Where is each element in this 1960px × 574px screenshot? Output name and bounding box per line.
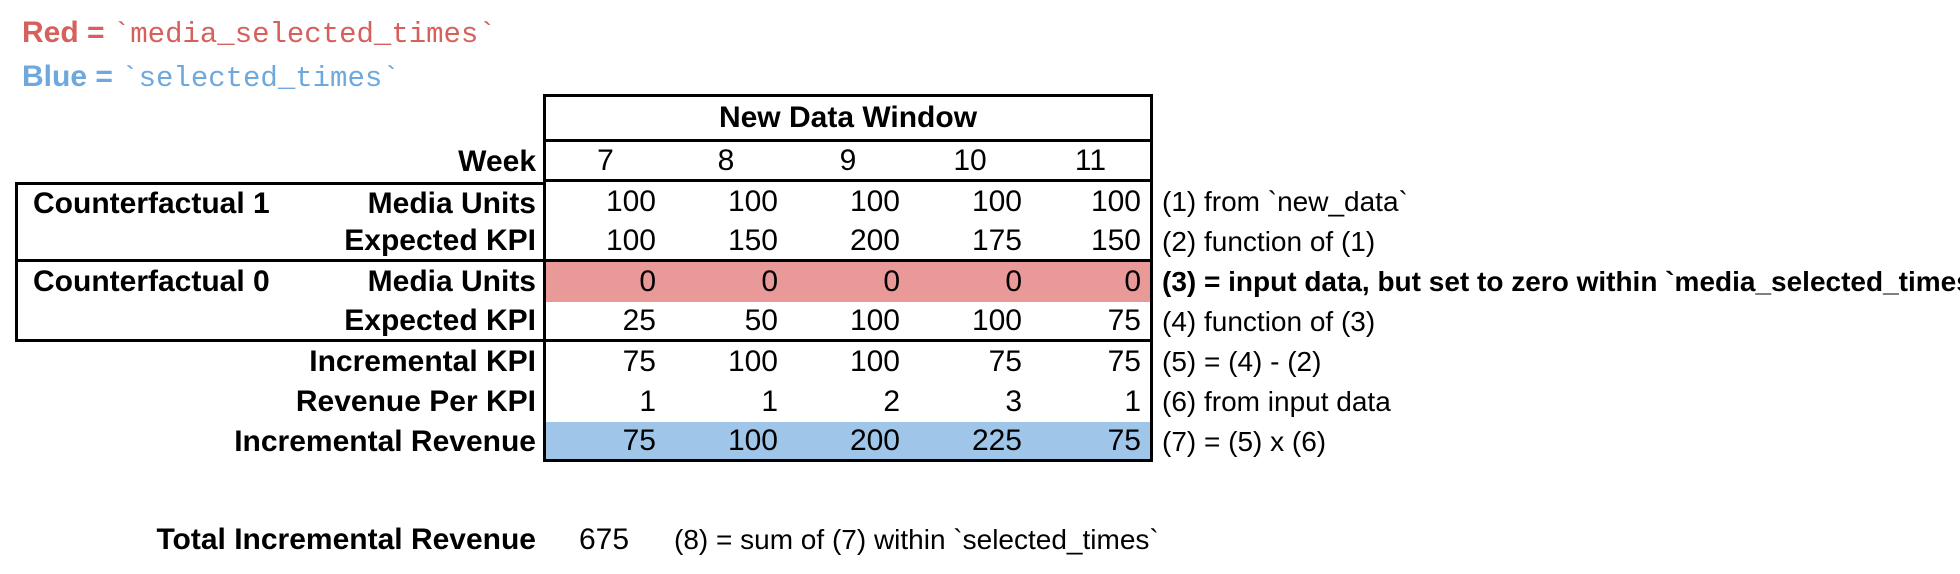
table-cell: 2 — [883, 385, 900, 418]
table-cell: 175 — [909, 222, 1031, 262]
header-spacer — [15, 94, 543, 142]
header-ann-spacer — [1153, 94, 1953, 142]
row-annotation: (5) = (4) - (2) — [1162, 346, 1322, 377]
table-cell: 75 — [988, 345, 1022, 378]
table-cell-highlight-red: 0 — [1031, 262, 1153, 302]
row-annotation: (3) = input data, but set to zero within… — [1162, 266, 1960, 297]
table-cell: 1 — [543, 382, 665, 422]
table-cell: 100 — [727, 185, 778, 218]
row-label: Expected KPI — [344, 303, 536, 337]
table-cell: 150 — [665, 222, 787, 262]
week-ann-spacer — [1153, 142, 1953, 182]
row-annotation: (4) function of (3) — [1162, 306, 1376, 337]
week-number: 11 — [1031, 142, 1153, 182]
table-cell-highlight-blue: 75 — [543, 422, 665, 462]
legend-red-label: Red = — [22, 16, 113, 49]
row-label-cell: Incremental KPI — [15, 342, 543, 382]
table-cell: 25 — [543, 302, 665, 342]
counterfactual-table: New Data Window Week 7 8 9 10 11 Counter… — [15, 94, 1960, 462]
table-cell-highlight-red: 0 — [909, 262, 1031, 302]
table-cell: 1 — [761, 385, 778, 418]
row-label-cell: Counterfactual 1 Media Units — [15, 182, 543, 222]
table-cell: 3 — [1005, 385, 1022, 418]
table-cell-highlight-red: 0 — [665, 262, 787, 302]
row-label: Media Units — [367, 265, 536, 298]
table-cell-highlight-red: 0 — [787, 262, 909, 302]
week-number: 8 — [665, 142, 787, 182]
row-annotation: (6) from input data — [1162, 386, 1391, 417]
table-cell: 150 — [1031, 222, 1153, 262]
table-cell: 75 — [1031, 302, 1153, 342]
color-legend: Red = `media_selected_times` Blue = `sel… — [22, 12, 496, 100]
table-cell: 100 — [849, 185, 900, 218]
table-cell-highlight-blue: 200 — [787, 422, 909, 462]
row-label-cell: Revenue Per KPI — [15, 382, 543, 422]
row-label-cell: Expected KPI — [15, 222, 543, 262]
table-cell-highlight-blue: 100 — [665, 422, 787, 462]
week-label-cell: Week — [15, 142, 543, 182]
week-number: 10 — [909, 142, 1031, 182]
week-number: 7 — [543, 142, 665, 182]
legend-blue-label: Blue = — [22, 60, 122, 93]
table-cell-highlight-blue: 225 — [909, 422, 1031, 462]
summary-annotation: (8) = sum of (7) within `selected_times` — [674, 524, 1159, 555]
table-cell: 100 — [1031, 182, 1153, 222]
row-label: Incremental KPI — [309, 345, 536, 378]
table-cell: 100 — [543, 182, 665, 222]
legend-blue-code: `selected_times` — [121, 62, 400, 95]
table-cell: 100 — [909, 302, 1031, 342]
row-label: Revenue Per KPI — [295, 385, 536, 418]
legend-blue-line: Blue = `selected_times` — [22, 56, 496, 100]
row-label-cell: Counterfactual 0 Media Units — [15, 262, 543, 302]
row-annotation: (7) = (5) x (6) — [1162, 426, 1327, 457]
summary-value: 675 — [578, 523, 630, 556]
row-annotation: (2) function of (1) — [1162, 226, 1376, 257]
row-label: Incremental Revenue — [234, 425, 536, 458]
table-cell: 200 — [787, 222, 909, 262]
group-label: Counterfactual 0 — [33, 265, 270, 298]
summary-label: Total Incremental Revenue — [156, 523, 536, 556]
row-label: Expected KPI — [344, 223, 536, 257]
week-number: 9 — [787, 142, 909, 182]
table-cell: 50 — [665, 302, 787, 342]
table-cell: 75 — [543, 342, 665, 382]
table-cell: 100 — [849, 345, 900, 378]
legend-red-line: Red = `media_selected_times` — [22, 12, 496, 56]
group-label: Counterfactual 1 — [33, 186, 270, 220]
row-label-cell: Incremental Revenue — [15, 422, 543, 462]
table-cell-highlight-red: 0 — [543, 262, 665, 302]
row-annotation: (1) from `new_data` — [1162, 186, 1408, 217]
table-cell-highlight-blue: 75 — [1031, 422, 1153, 462]
table-cell: 1 — [1031, 382, 1153, 422]
table-cell: 100 — [971, 185, 1022, 218]
summary-label-cell: Total Incremental Revenue — [15, 520, 543, 560]
total-summary-row: Total Incremental Revenue 675 (8) = sum … — [15, 520, 1159, 560]
row-label-cell: Expected KPI — [15, 302, 543, 342]
new-data-window-header: New Data Window — [543, 94, 1153, 142]
row-label: Media Units — [367, 186, 536, 220]
table-cell: 100 — [543, 222, 665, 262]
week-label: Week — [458, 145, 536, 178]
table-cell: 100 — [787, 302, 909, 342]
table-cell: 75 — [1031, 342, 1153, 382]
table-cell: 100 — [727, 345, 778, 378]
legend-red-code: `media_selected_times` — [112, 18, 496, 51]
